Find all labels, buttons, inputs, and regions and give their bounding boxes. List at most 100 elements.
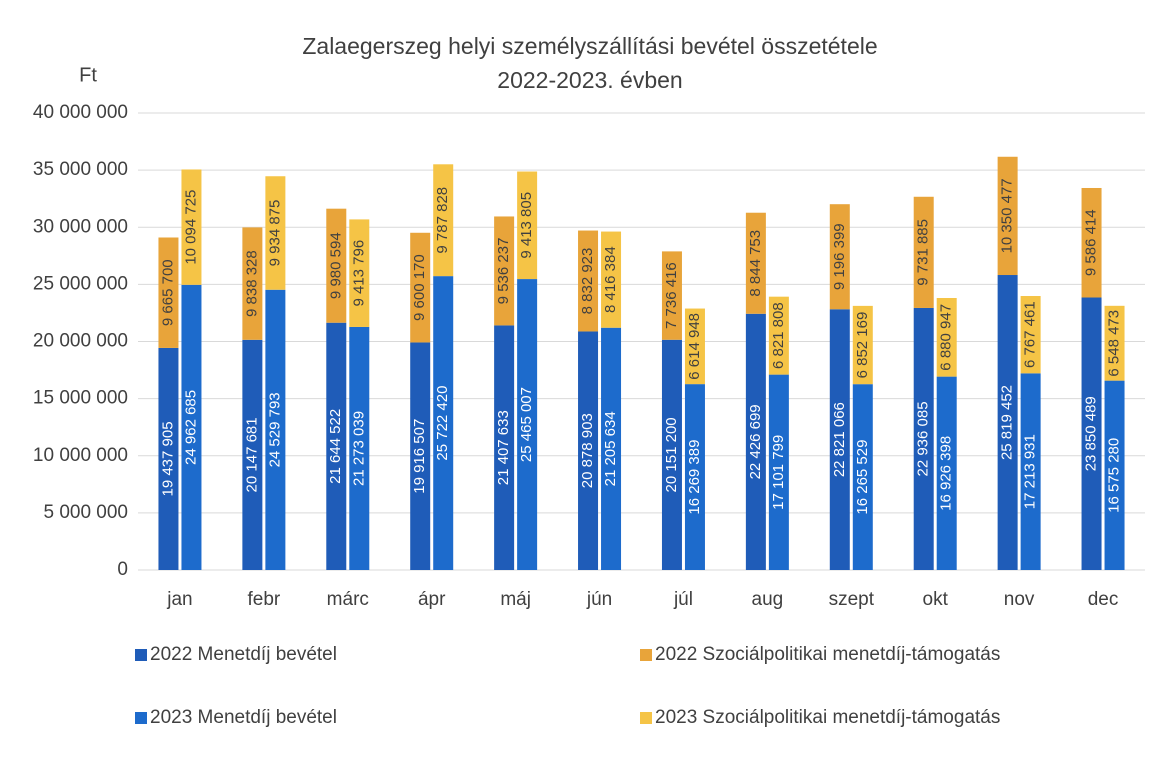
bar-segment — [265, 289, 286, 570]
data-label: 23 850 489 — [1083, 396, 1100, 471]
bar-segment — [913, 196, 934, 308]
data-label: 8 844 753 — [747, 230, 764, 297]
bar-segment — [410, 232, 431, 343]
legend-swatch — [135, 649, 147, 661]
data-label: 6 548 473 — [1106, 310, 1123, 377]
data-label: 21 407 633 — [495, 410, 512, 485]
bar-segment — [181, 169, 202, 285]
y-axis-label: Ft — [79, 64, 97, 86]
bar-segment — [745, 212, 766, 314]
data-label: 17 101 799 — [770, 435, 787, 510]
data-label: 10 094 725 — [182, 190, 199, 265]
data-label: 9 934 875 — [266, 200, 283, 267]
data-label: 6 767 461 — [1022, 301, 1039, 368]
data-label: 9 600 170 — [411, 254, 428, 321]
bar-segment — [410, 342, 431, 570]
data-label: 25 819 452 — [999, 385, 1016, 460]
data-label: 21 205 634 — [602, 411, 619, 486]
chart-title: Zalaegerszeg helyi személyszállítási bev… — [302, 33, 877, 59]
x-tick-label: máj — [500, 589, 531, 610]
data-label: 22 821 066 — [831, 402, 848, 477]
bar-segment — [852, 384, 873, 570]
bar-segment — [349, 326, 370, 570]
bar-segment — [829, 309, 850, 570]
data-label: 22 936 085 — [915, 401, 932, 476]
legend-swatch — [640, 649, 652, 661]
bar-segment — [661, 339, 682, 570]
data-label: 25 465 007 — [518, 387, 535, 462]
bar-segment — [578, 331, 599, 570]
data-label: 9 980 594 — [327, 232, 344, 299]
bar-segment — [1104, 305, 1125, 381]
bar-segment — [936, 298, 957, 377]
bar-segment — [1104, 380, 1125, 570]
data-label: 6 880 947 — [938, 304, 955, 371]
bar-segment — [578, 230, 599, 332]
bar-segment — [684, 384, 705, 570]
data-label: 9 787 828 — [434, 187, 451, 254]
x-tick-label: okt — [923, 589, 949, 610]
bar-segment — [1020, 373, 1041, 570]
y-tick-label: 35 000 000 — [33, 159, 128, 180]
data-label: 21 273 039 — [350, 411, 367, 486]
bar-segment — [242, 339, 263, 570]
bar-segment — [745, 313, 766, 570]
data-label: 19 437 905 — [159, 421, 176, 496]
data-label: 9 196 399 — [831, 223, 848, 290]
bar-segment — [684, 308, 705, 385]
bar-segment — [852, 305, 873, 385]
bar-segment — [1020, 296, 1041, 374]
bar-segment — [1081, 187, 1102, 298]
bar-segment — [242, 227, 263, 340]
x-tick-label: ápr — [418, 589, 446, 610]
bar-segment — [601, 327, 622, 570]
bar-segment — [936, 376, 957, 570]
legend-label: 2022 Menetdíj bevétel — [150, 644, 337, 665]
data-label: 20 147 681 — [243, 417, 260, 492]
y-tick-label: 15 000 000 — [33, 388, 128, 409]
x-tick-label: szept — [829, 589, 875, 610]
x-tick-label: márc — [327, 589, 369, 610]
x-tick-label: júl — [673, 589, 693, 610]
bar-segment — [326, 322, 347, 570]
bar-segment — [181, 284, 202, 570]
data-label: 6 821 808 — [770, 302, 787, 369]
x-tick-label: nov — [1004, 589, 1035, 610]
chart-title: 2022-2023. évben — [497, 67, 682, 93]
bar-segment — [158, 347, 179, 570]
bar-segment — [517, 279, 538, 570]
bar-segment — [661, 251, 682, 340]
bar-segment — [494, 325, 515, 570]
data-label: 6 852 169 — [854, 312, 871, 379]
data-label: 9 413 805 — [518, 192, 535, 259]
x-tick-label: jún — [586, 589, 612, 610]
bar-segment — [433, 164, 454, 277]
data-label: 16 269 389 — [686, 440, 703, 515]
data-label: 17 213 931 — [1022, 434, 1039, 509]
data-label: 24 529 793 — [266, 392, 283, 467]
y-tick-label: 25 000 000 — [33, 273, 128, 294]
data-label: 8 416 384 — [602, 246, 619, 313]
bar-segment — [997, 156, 1018, 276]
y-tick-label: 20 000 000 — [33, 331, 128, 352]
data-label: 24 962 685 — [182, 390, 199, 465]
bar-segment — [517, 171, 538, 280]
y-tick-label: 40 000 000 — [33, 102, 128, 123]
bar-segment — [997, 275, 1018, 570]
legend-label: 2023 Menetdíj bevétel — [150, 707, 337, 728]
bar-segment — [601, 231, 622, 328]
data-label: 20 151 200 — [663, 417, 680, 492]
bar-segment — [433, 276, 454, 570]
legend-swatch — [135, 712, 147, 724]
data-label: 22 426 699 — [747, 404, 764, 479]
legend-swatch — [640, 712, 652, 724]
x-tick-label: febr — [248, 589, 281, 610]
data-label: 9 731 885 — [915, 219, 932, 286]
data-label: 9 586 414 — [1083, 209, 1100, 276]
legend-label: 2023 Szociálpolitikai menetdíj-támogatás — [655, 707, 1000, 728]
bar-segment — [349, 219, 370, 327]
y-tick-label: 30 000 000 — [33, 216, 128, 237]
bar-segment — [265, 176, 286, 290]
data-label: 25 722 420 — [434, 386, 451, 461]
